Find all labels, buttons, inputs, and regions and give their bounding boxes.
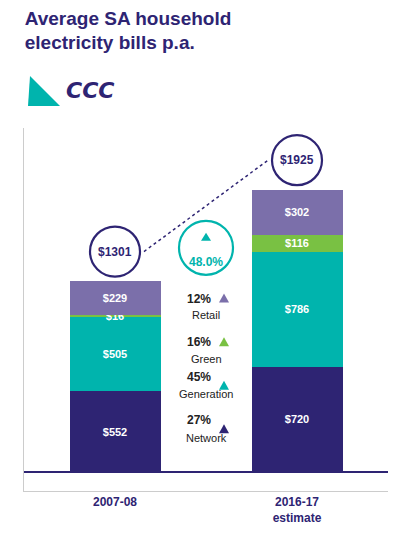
svg-text:$552: $552: [103, 426, 127, 438]
svg-text:45%: 45%: [187, 370, 211, 384]
svg-text:48.0%: 48.0%: [189, 255, 223, 269]
svg-text:$505: $505: [103, 348, 127, 360]
svg-text:Average SA householdelectricit: Average SA householdelectricity bills p.…: [25, 8, 232, 54]
svg-text:$16: $16: [106, 310, 124, 322]
svg-text:2007-08: 2007-08: [93, 495, 137, 509]
svg-text:$1925: $1925: [280, 153, 314, 167]
svg-text:$302: $302: [285, 206, 309, 218]
svg-text:16%: 16%: [187, 335, 211, 349]
svg-text:CCC: CCC: [66, 78, 114, 103]
svg-text:Generation: Generation: [179, 388, 233, 400]
svg-text:$1301: $1301: [98, 245, 132, 259]
svg-text:$786: $786: [285, 303, 309, 315]
svg-text:27%: 27%: [187, 413, 211, 427]
svg-text:Network: Network: [186, 432, 227, 444]
svg-text:12%: 12%: [187, 292, 211, 306]
svg-text:Green: Green: [191, 353, 222, 365]
svg-text:$229: $229: [103, 292, 127, 304]
svg-text:$116: $116: [285, 237, 309, 249]
svg-text:Retail: Retail: [192, 309, 220, 321]
svg-text:$720: $720: [285, 413, 309, 425]
svg-text:2016-17estimate: 2016-17estimate: [273, 495, 322, 525]
